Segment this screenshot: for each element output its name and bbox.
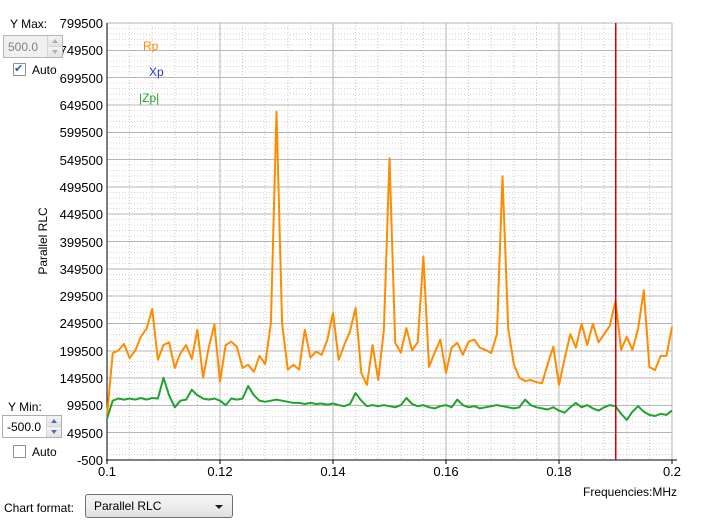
x-tick-label: 0.18 — [546, 464, 572, 479]
x-tick-label: 0.14 — [320, 464, 346, 479]
y-tick-label: 449500 — [59, 207, 103, 223]
y-axis-title: Parallel RLC — [36, 207, 50, 275]
y-tick-label: 149500 — [59, 371, 103, 387]
x-tick-label: 0.2 — [662, 464, 682, 479]
arrow-down-icon — [51, 430, 57, 434]
series-line-zp — [106, 376, 673, 421]
legend-item-zp: |Zp| — [139, 91, 160, 105]
arrow-up-icon — [51, 419, 57, 423]
x-tick-label: 0.1 — [97, 464, 117, 479]
y-max-input: 500.0 — [3, 35, 63, 58]
y-min-auto-checkbox[interactable] — [13, 445, 26, 458]
y-tick-label: -500 — [76, 453, 103, 468]
chevron-down-icon — [215, 505, 223, 509]
y-min-input[interactable]: -500.0 — [2, 415, 62, 438]
x-tick-label: 0.16 — [433, 464, 459, 479]
y-max-value: 500.0 — [8, 40, 39, 54]
y-tick-label: 49500 — [66, 425, 103, 441]
y-tick-label: 599500 — [59, 125, 103, 141]
chart-format-select[interactable]: Parallel RLC — [85, 494, 233, 518]
y-tick-label: 549500 — [59, 152, 103, 168]
y-min-increment-button[interactable] — [47, 416, 61, 426]
y-max-decrement-button — [48, 46, 62, 57]
y-min-label: Y Min: — [8, 400, 42, 414]
y-tick-label: 499500 — [59, 179, 103, 195]
chart-format-label: Chart format: — [4, 501, 75, 515]
chart-format-value: Parallel RLC — [94, 499, 162, 513]
y-tick-label: 799500 — [59, 16, 103, 31]
series-line-rp — [106, 110, 673, 417]
legend-item-xp: Xp — [149, 65, 164, 79]
y-min-decrement-button[interactable] — [47, 426, 61, 437]
y-tick-label: 649500 — [59, 97, 103, 113]
y-tick-label: 699500 — [59, 70, 103, 86]
y-max-increment-button — [48, 36, 62, 46]
y-tick-label: 299500 — [59, 289, 103, 305]
y-max-auto-checkbox[interactable] — [13, 62, 26, 76]
arrow-down-icon — [52, 50, 58, 54]
y-min-auto-label: Auto — [32, 445, 57, 459]
y-tick-label: 399500 — [59, 234, 103, 250]
y-min-value[interactable]: -500.0 — [7, 420, 42, 434]
y-max-label: Y Max: — [10, 17, 48, 31]
x-tick-label: 0.12 — [207, 464, 233, 479]
y-tick-label: 199500 — [59, 343, 103, 359]
legend-item-rp: Rp — [143, 39, 159, 53]
y-tick-label: 749500 — [59, 43, 103, 59]
y-tick-label: 349500 — [59, 261, 103, 277]
y-tick-label: 99500 — [66, 398, 103, 414]
y-max-auto-label: Auto — [32, 63, 57, 77]
x-axis-title: Frequencies:MHz — [583, 485, 678, 499]
y-tick-label: 249500 — [59, 316, 103, 332]
arrow-up-icon — [52, 39, 58, 43]
